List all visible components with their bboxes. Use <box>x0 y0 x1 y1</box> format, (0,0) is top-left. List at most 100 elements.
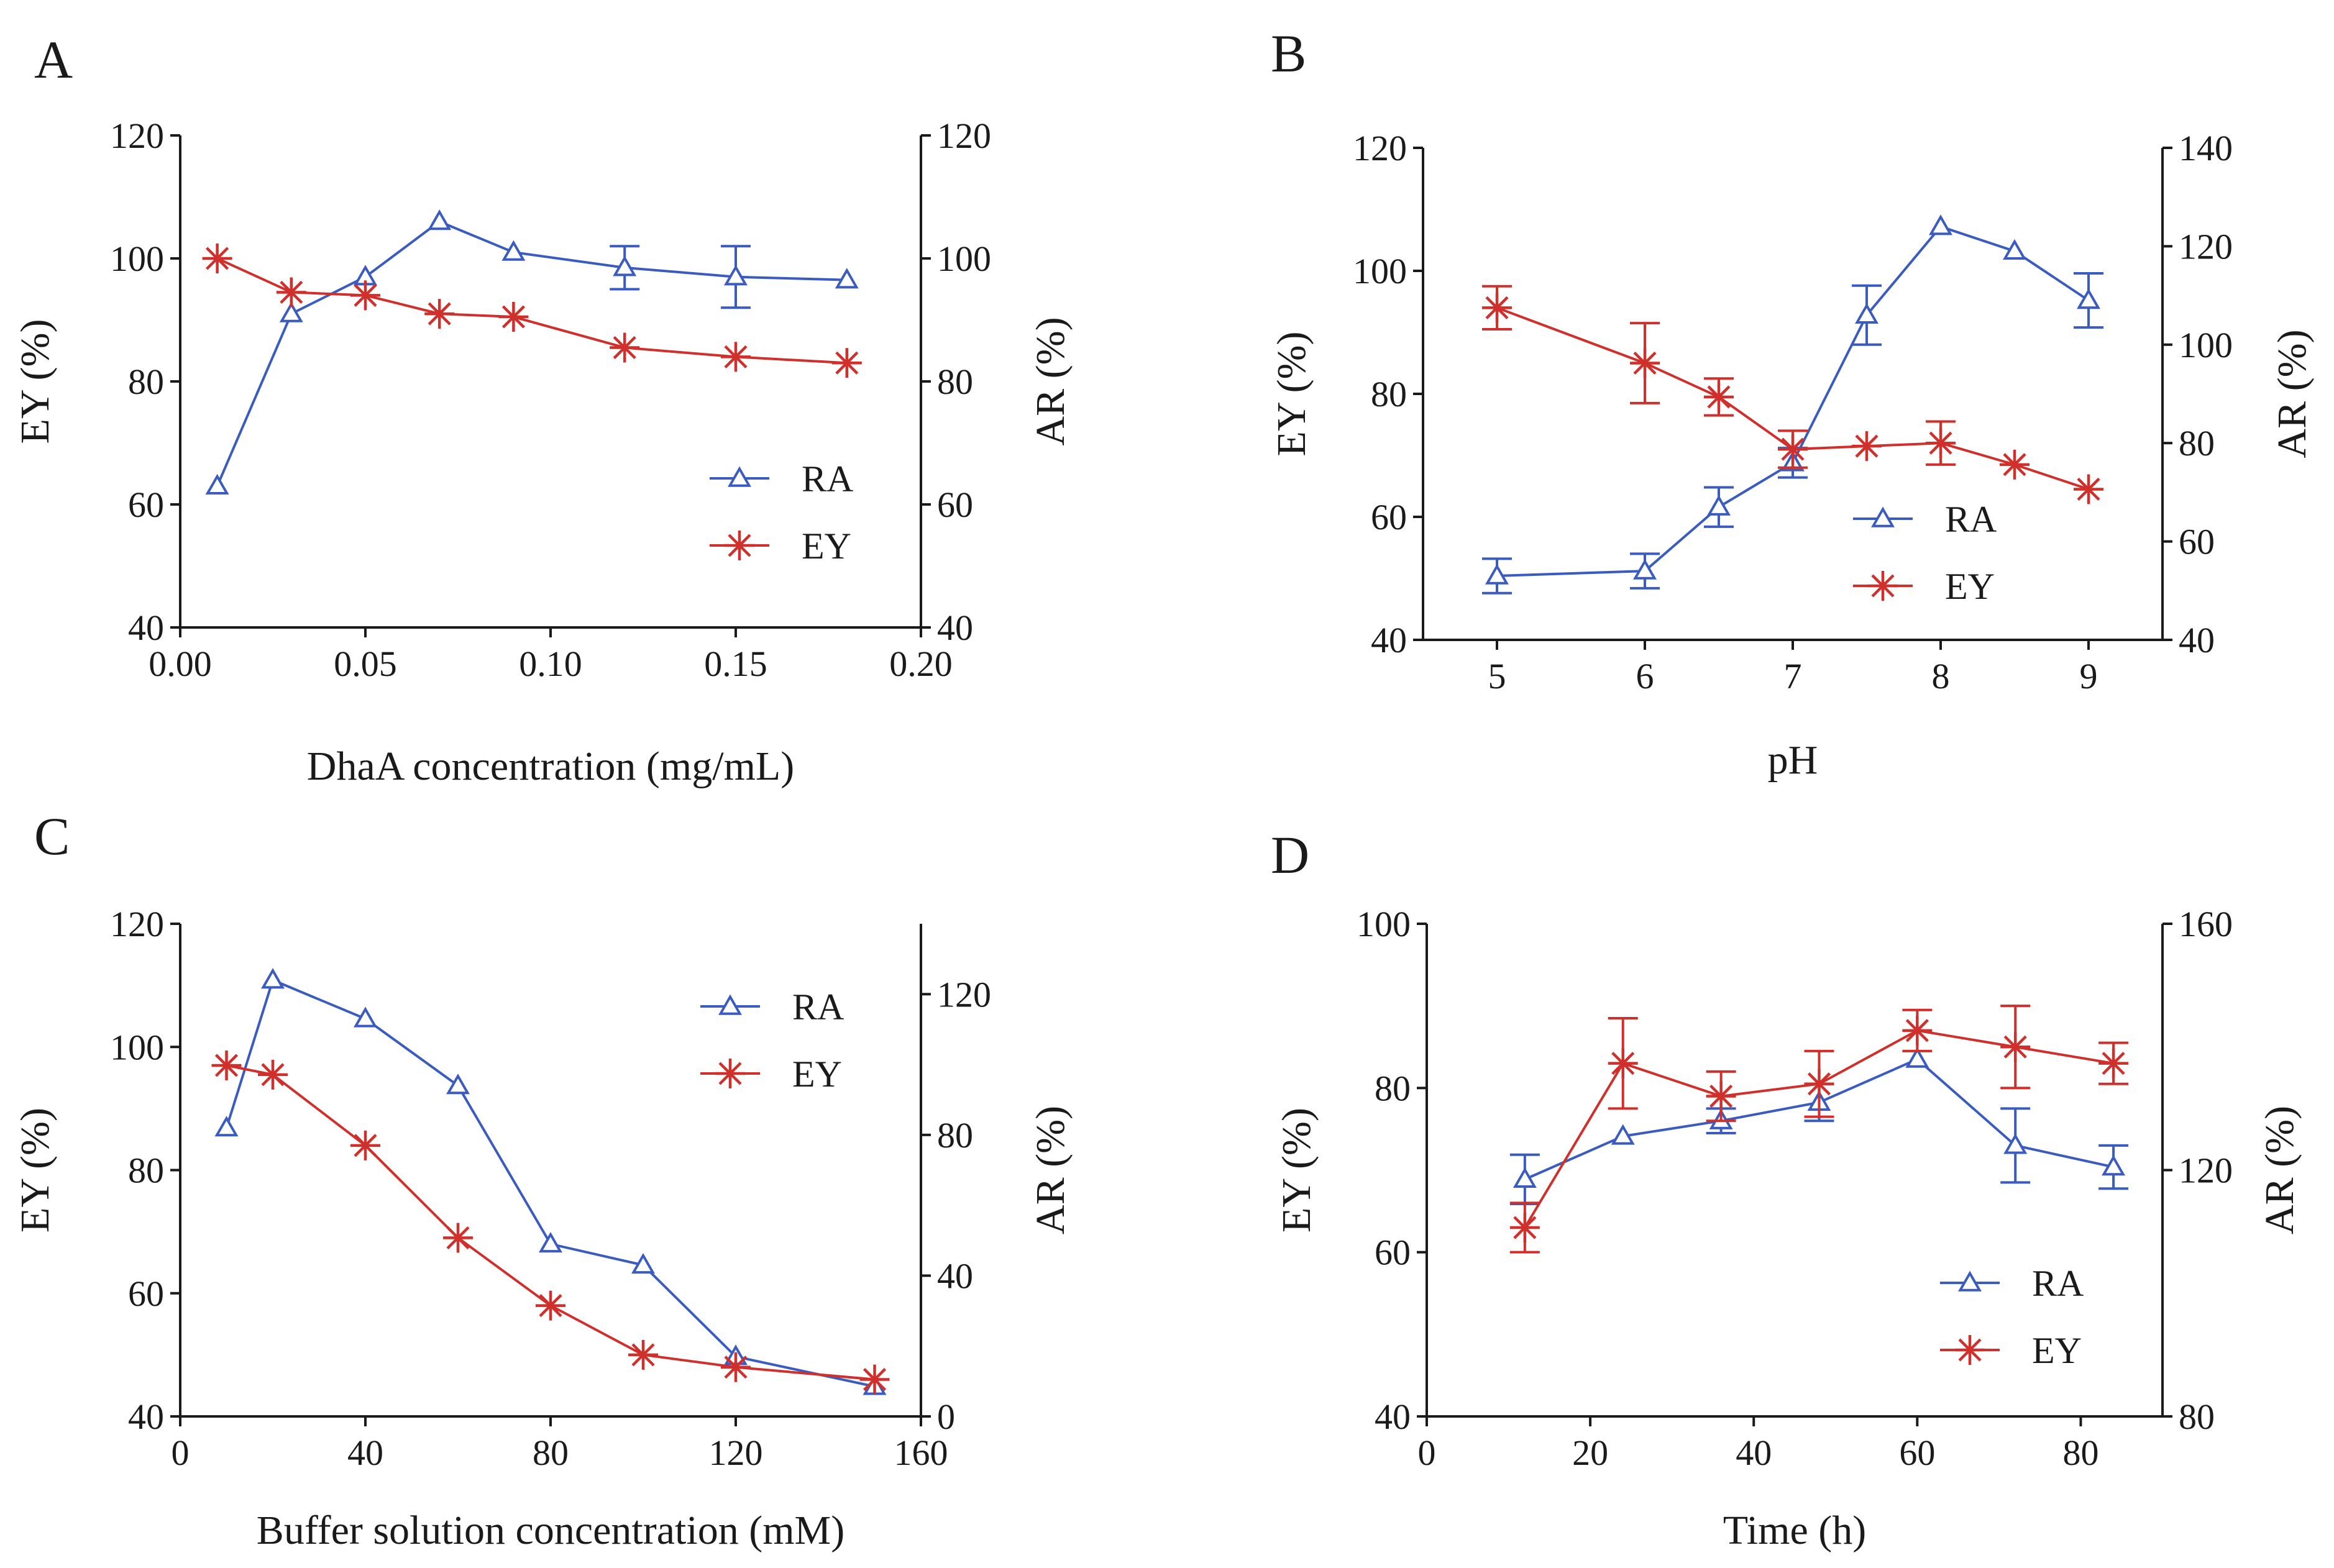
data-point-ey <box>498 302 529 332</box>
data-point-ey <box>443 1223 473 1253</box>
data-point-ey <box>211 1050 242 1080</box>
legend-marker-ey <box>725 531 754 560</box>
data-point-ra <box>1929 214 1952 235</box>
data-point-ey <box>350 1130 380 1160</box>
series-ra <box>1482 214 2103 595</box>
data-point-ey <box>831 348 862 378</box>
y2-tick-label: 120 <box>937 116 991 156</box>
data-point-ey <box>1704 381 1734 412</box>
series-ey <box>1482 285 2103 504</box>
legend-label: RA <box>1945 499 1997 540</box>
x-tick-label: 40 <box>347 1433 383 1473</box>
legend-label: EY <box>2032 1330 2082 1371</box>
x-tick-label: 0.05 <box>334 644 397 684</box>
series-ey <box>202 244 862 378</box>
legend-marker-ey <box>715 1059 745 1088</box>
data-point-ey <box>1926 428 1956 458</box>
y2-tick-label: 120 <box>2179 226 2233 267</box>
y2-tick-label: 80 <box>2179 423 2215 463</box>
legend-marker-ey <box>1955 1335 1985 1365</box>
data-point-ra <box>2077 288 2100 309</box>
y-tick-label: 80 <box>128 1151 164 1191</box>
data-point-ra <box>539 1231 562 1253</box>
data-point-ey <box>536 1290 565 1321</box>
legend-item-ra: RA <box>1853 499 1997 540</box>
y-tick-label: 40 <box>1371 620 1407 660</box>
y-tick-label: 40 <box>128 1397 164 1437</box>
y2-tick-label: 40 <box>2179 620 2215 660</box>
x-tick-label: 5 <box>1488 656 1506 696</box>
data-point-ra <box>1611 1124 1635 1145</box>
legend-item-ra: RA <box>1940 1263 2084 1304</box>
data-point-ey <box>1630 348 1660 378</box>
y-tick-label: 100 <box>1357 904 1411 944</box>
y-axis-title: EY (%) <box>12 1108 58 1233</box>
legend: RA EY <box>1853 499 1997 607</box>
x-tick-label: 0.10 <box>519 644 582 684</box>
y-tick-label: 60 <box>128 1274 164 1314</box>
data-point-ey <box>2074 474 2103 504</box>
legend-item-ra: RA <box>710 458 853 499</box>
y2-tick-label: 40 <box>937 608 973 648</box>
y-axis-title: EY (%) <box>1274 1108 1319 1233</box>
y2-tick-label: 120 <box>2179 1151 2233 1191</box>
data-point-ra <box>1513 1167 1537 1188</box>
legend-item-ey: EY <box>710 526 851 567</box>
x-tick-label: 160 <box>894 1433 948 1473</box>
y-tick-label: 80 <box>1371 374 1407 414</box>
data-point-ey <box>1608 1048 1638 1078</box>
y-tick-label: 40 <box>128 608 164 648</box>
legend: RA EY <box>710 458 853 567</box>
data-point-ey <box>721 342 751 372</box>
y2-tick-label: 100 <box>2179 325 2233 365</box>
data-point-ey <box>350 280 380 311</box>
data-point-ey <box>1902 1015 1933 1046</box>
legend-label: RA <box>2032 1263 2084 1304</box>
y2-axis-title: AR (%) <box>1028 317 1073 445</box>
y2-tick-label: 140 <box>2179 128 2233 168</box>
panel-letter: D <box>1271 825 1309 885</box>
data-point-ey <box>1804 1069 1834 1099</box>
data-point-ey <box>1509 1213 1540 1243</box>
y2-tick-label: 40 <box>937 1256 973 1296</box>
series-line-ey <box>1496 306 2089 491</box>
y-tick-label: 60 <box>1375 1233 1411 1273</box>
x-tick-label: 120 <box>709 1433 763 1473</box>
data-point-ra <box>1855 303 1879 324</box>
x-tick-label: 0 <box>1418 1433 1436 1473</box>
legend-marker-ra <box>1871 506 1895 527</box>
legend-label: RA <box>792 987 844 1028</box>
x-tick-label: 80 <box>2062 1433 2098 1473</box>
data-point-ey <box>1778 434 1808 465</box>
legend-item-ey: EY <box>1853 566 1995 607</box>
y2-tick-label: 80 <box>937 362 973 402</box>
data-point-ra <box>1633 558 1657 580</box>
x-axis-title: pH <box>1768 737 1818 783</box>
y-tick-label: 120 <box>110 116 164 156</box>
x-axis-title: Time (h) <box>1723 1508 1866 1553</box>
y2-tick-label: 120 <box>937 974 991 1014</box>
x-tick-label: 80 <box>533 1433 569 1473</box>
legend-label: EY <box>792 1054 842 1095</box>
data-point-ra <box>1485 563 1509 585</box>
chart-panel-a: A 40 60 80 100 120 40 60 80 100 120 0.00 0.05 0.10 0.1… <box>12 30 1073 789</box>
y2-tick-label: 160 <box>2179 904 2233 944</box>
data-point-ey <box>859 1364 890 1395</box>
y2-tick-label: 80 <box>937 1115 973 1155</box>
y-tick-label: 120 <box>1353 128 1407 168</box>
data-point-ra <box>2003 239 2026 260</box>
legend-marker-ra <box>718 994 742 1015</box>
y-tick-label: 100 <box>110 239 164 279</box>
legend: RA EY <box>700 987 844 1095</box>
series-line-ey <box>226 1064 875 1381</box>
x-tick-label: 40 <box>1736 1433 1772 1473</box>
chart-panel-b: B 40 60 80 100 120 40 60 80 100 120 140 5 6 7 8 9 EY (%) A… <box>1269 24 2315 783</box>
y2-tick-label: 100 <box>937 239 991 279</box>
data-point-ey <box>2000 1032 2031 1062</box>
legend-item-ey: EY <box>700 1054 842 1095</box>
y2-axis-title: AR (%) <box>1028 1106 1073 1234</box>
y2-tick-label: 60 <box>2179 522 2215 562</box>
series-line-ra <box>225 978 875 1388</box>
